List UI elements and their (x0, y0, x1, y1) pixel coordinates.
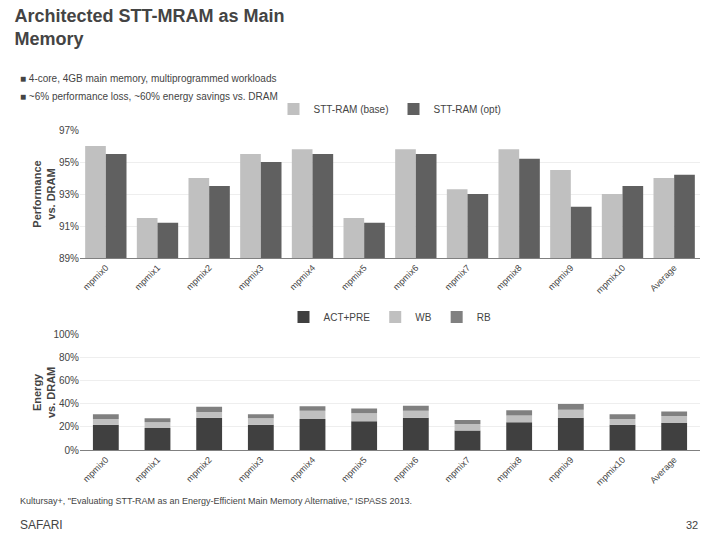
svg-text:97%: 97% (59, 125, 79, 136)
svg-text:■ ~6% performance loss, ~60% e: ■ ~6% performance loss, ~60% energy savi… (20, 91, 278, 102)
svg-text:Performancevs. DRAM: Performancevs. DRAM (31, 160, 57, 227)
svg-text:mpmix6: mpmix6 (391, 263, 420, 292)
svg-text:mpmix10: mpmix10 (594, 263, 627, 296)
svg-text:SAFARI: SAFARI (20, 518, 63, 532)
svg-text:mpmix6: mpmix6 (391, 455, 420, 484)
svg-text:Architected STT-MRAM as MainMe: Architected STT-MRAM as MainMemory (14, 6, 284, 49)
svg-text:Average: Average (648, 263, 679, 294)
svg-text:mpmix7: mpmix7 (443, 455, 472, 484)
svg-text:ACT+PRE: ACT+PRE (324, 312, 371, 323)
svg-text:mpmix4: mpmix4 (288, 263, 317, 292)
svg-text:Kultursay+, "Evaluating STT-RA: Kultursay+, "Evaluating STT-RAM as an En… (20, 496, 412, 506)
svg-text:mpmix2: mpmix2 (184, 263, 213, 292)
svg-text:91%: 91% (59, 221, 79, 232)
svg-text:Energyvs. DRAM: Energyvs. DRAM (31, 367, 57, 418)
svg-text:mpmix8: mpmix8 (494, 263, 523, 292)
svg-text:60%: 60% (59, 375, 79, 386)
svg-text:mpmix5: mpmix5 (339, 263, 368, 292)
svg-text:mpmix10: mpmix10 (594, 455, 627, 488)
svg-text:mpmix8: mpmix8 (494, 455, 523, 484)
svg-text:mpmix3: mpmix3 (236, 263, 265, 292)
svg-text:89%: 89% (59, 253, 79, 264)
svg-text:WB: WB (415, 312, 431, 323)
svg-text:RB: RB (477, 312, 491, 323)
svg-text:80%: 80% (59, 352, 79, 363)
svg-text:32: 32 (686, 519, 698, 531)
svg-text:■ 4-core, 4GB main memory, mul: ■ 4-core, 4GB main memory, multiprogramm… (20, 73, 277, 84)
svg-text:mpmix2: mpmix2 (184, 455, 213, 484)
svg-text:mpmix0: mpmix0 (81, 263, 110, 292)
svg-text:STT-RAM (opt): STT-RAM (opt) (434, 104, 501, 115)
svg-text:mpmix9: mpmix9 (546, 263, 575, 292)
svg-text:20%: 20% (59, 421, 79, 432)
svg-text:mpmix0: mpmix0 (81, 455, 110, 484)
svg-text:mpmix3: mpmix3 (236, 455, 265, 484)
svg-text:mpmix1: mpmix1 (133, 455, 162, 484)
svg-text:95%: 95% (59, 157, 79, 168)
svg-text:mpmix5: mpmix5 (339, 455, 368, 484)
svg-text:93%: 93% (59, 189, 79, 200)
svg-text:100%: 100% (53, 329, 79, 340)
svg-text:mpmix1: mpmix1 (133, 263, 162, 292)
svg-text:0%: 0% (65, 445, 80, 456)
svg-text:mpmix7: mpmix7 (443, 263, 472, 292)
svg-text:mpmix9: mpmix9 (546, 455, 575, 484)
svg-text:40%: 40% (59, 398, 79, 409)
svg-text:Average: Average (648, 455, 679, 486)
svg-text:STT-RAM (base): STT-RAM (base) (314, 104, 389, 115)
svg-text:mpmix4: mpmix4 (288, 455, 317, 484)
